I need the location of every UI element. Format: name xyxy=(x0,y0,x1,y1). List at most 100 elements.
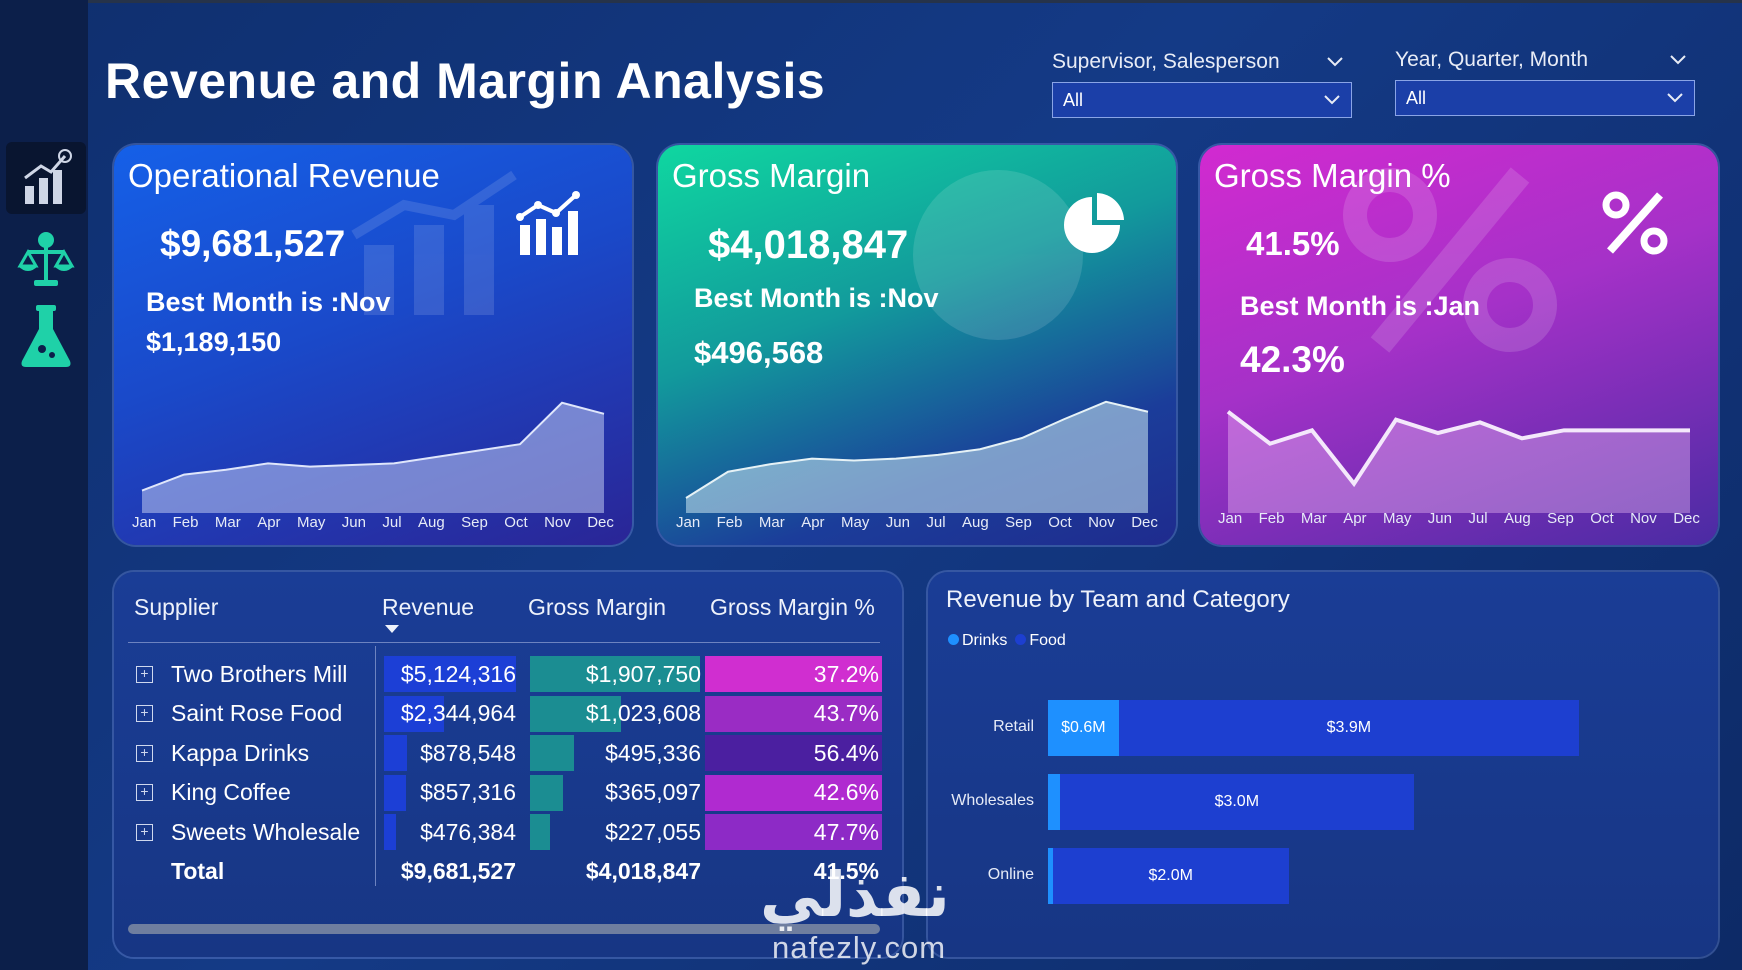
month-label: Jan xyxy=(132,514,157,531)
data-point-may[interactable] xyxy=(1390,414,1402,426)
data-point-apr[interactable] xyxy=(1348,478,1360,490)
bar-drinks-online[interactable] xyxy=(1048,848,1053,904)
data-point-mar[interactable] xyxy=(764,458,776,470)
data-point-feb[interactable] xyxy=(722,466,734,478)
data-point-apr[interactable] xyxy=(806,453,818,465)
bar-food-wholesales[interactable]: $3.0M xyxy=(1059,774,1414,830)
data-point-aug[interactable] xyxy=(1516,432,1528,444)
col-header-supplier[interactable]: Supplier xyxy=(134,594,219,620)
data-point-jan[interactable] xyxy=(1222,406,1234,418)
bg-percent-icon xyxy=(1343,167,1557,353)
slicer-date[interactable]: Year, Quarter, Month All xyxy=(1395,40,1695,116)
table-row[interactable]: + Saint Rose Food $2,344,964 $1,023,608 43.7… xyxy=(114,695,902,734)
cell-revenue: $878,548 xyxy=(420,739,516,766)
data-point-mar[interactable] xyxy=(220,464,232,476)
month-label: Dec xyxy=(1131,514,1158,531)
month-label: Aug xyxy=(962,514,989,531)
data-point-dec[interactable] xyxy=(1684,424,1696,436)
table-row[interactable]: + King Coffee $857,316 $365,097 42.6% xyxy=(114,774,902,813)
col-header-revenue[interactable]: Revenue xyxy=(382,594,475,620)
margin-sparkline[interactable] xyxy=(658,385,1176,545)
data-point-dec[interactable] xyxy=(598,408,610,420)
sparkline-line xyxy=(141,401,605,492)
slicer-supervisor-header[interactable]: Supervisor, Salesperson xyxy=(1052,42,1352,82)
col-header-gross-margin[interactable]: Gross Margin xyxy=(528,594,667,620)
margin-pct-sparkline[interactable] xyxy=(1200,385,1718,545)
data-point-jan[interactable] xyxy=(136,485,148,497)
data-point-may[interactable] xyxy=(848,455,860,467)
bar-food-retail[interactable]: $3.9M xyxy=(1118,700,1579,756)
data-point-nov[interactable] xyxy=(1100,396,1112,408)
sidebar xyxy=(0,0,88,970)
col-header-gross-margin-pct[interactable]: Gross Margin % xyxy=(710,594,875,620)
legend-item-food[interactable]: Food xyxy=(1015,632,1066,650)
data-point-nov[interactable] xyxy=(1642,424,1654,436)
data-point-aug[interactable] xyxy=(430,451,442,463)
data-point-sep[interactable] xyxy=(1558,424,1570,436)
card-revenue-title: Operational Revenue xyxy=(128,157,440,194)
data-point-jan[interactable] xyxy=(680,492,692,504)
data-point-jun[interactable] xyxy=(1432,427,1444,439)
watermark-url: nafezly.com xyxy=(772,930,947,965)
data-point-jul[interactable] xyxy=(1474,416,1486,428)
expand-icon[interactable]: + xyxy=(136,735,153,771)
card-margin-best-label: Best Month is :Nov xyxy=(694,283,939,313)
data-point-jun[interactable] xyxy=(890,453,902,465)
bar-drinks-wholesales[interactable] xyxy=(1048,774,1060,830)
data-point-feb[interactable] xyxy=(1264,438,1276,450)
slicer-supervisor-dropdown[interactable]: All xyxy=(1052,82,1352,118)
sidebar-item-lab[interactable] xyxy=(6,300,86,372)
cell-gross-margin-pct: 47.7% xyxy=(813,818,879,845)
month-label: Sep xyxy=(1547,510,1574,527)
revenue-databar xyxy=(384,735,407,771)
month-label: Mar xyxy=(758,514,785,531)
team-label: Online xyxy=(987,866,1034,883)
month-label: Apr xyxy=(257,514,281,531)
data-point-nov[interactable] xyxy=(556,397,568,409)
data-point-jul[interactable] xyxy=(388,457,400,469)
table-row[interactable]: + Two Brothers Mill $5,124,316 $1,907,750 37… xyxy=(114,656,902,694)
slicer-supervisor-label: Supervisor, Salesperson xyxy=(1052,50,1280,73)
sidebar-item-balance[interactable] xyxy=(6,224,86,296)
month-axis: Jan Feb Mar Apr May Jun Jul Aug Sep Oct Nov Dec xyxy=(676,514,1158,531)
data-point-jun[interactable] xyxy=(346,459,358,471)
horizontal-scrollbar[interactable] xyxy=(128,924,880,934)
sort-desc-icon[interactable] xyxy=(384,624,400,634)
data-point-oct[interactable] xyxy=(514,438,526,450)
data-point-may[interactable] xyxy=(304,461,316,473)
data-point-sep[interactable] xyxy=(472,445,484,457)
chevron-down-icon[interactable] xyxy=(1669,48,1687,72)
expand-icon[interactable]: + xyxy=(136,814,153,850)
expand-icon[interactable]: + xyxy=(136,696,153,732)
data-point-oct[interactable] xyxy=(1058,413,1070,425)
cell-revenue: $476,384 xyxy=(420,818,516,845)
expand-icon[interactable]: + xyxy=(136,656,153,692)
data-point-mar[interactable] xyxy=(1306,424,1318,436)
bar-drinks-retail[interactable]: $0.6M xyxy=(1048,700,1119,756)
month-label: Dec xyxy=(587,514,614,531)
month-label: Nov xyxy=(544,514,571,531)
slicer-supervisor-value: All xyxy=(1063,89,1084,110)
table-row[interactable]: + Kappa Drinks $878,548 $495,336 56.4% xyxy=(114,735,902,773)
data-point-sep[interactable] xyxy=(1016,432,1028,444)
revenue-sparkline[interactable] xyxy=(114,385,632,545)
table-total-row: Total $9,681,527 $4,018,847 41.5% xyxy=(114,854,902,892)
slicer-date-dropdown[interactable]: All xyxy=(1395,80,1695,116)
table-row[interactable]: + Sweets Wholesale $476,384 $227,055 47.7% xyxy=(114,814,902,852)
expand-icon[interactable]: + xyxy=(136,775,153,811)
data-point-dec[interactable] xyxy=(1142,406,1154,418)
data-point-oct[interactable] xyxy=(1600,424,1612,436)
slicer-date-header[interactable]: Year, Quarter, Month xyxy=(1395,40,1695,80)
bar-food-online[interactable]: $2.0M xyxy=(1052,848,1289,904)
month-label: Sep xyxy=(1005,514,1032,531)
data-point-jul[interactable] xyxy=(932,449,944,461)
sidebar-item-revenue[interactable] xyxy=(6,142,86,214)
chevron-down-icon[interactable] xyxy=(1326,50,1344,74)
data-point-apr[interactable] xyxy=(262,457,274,469)
data-point-aug[interactable] xyxy=(974,443,986,455)
slicer-supervisor[interactable]: Supervisor, Salesperson All xyxy=(1052,42,1352,118)
bar-chart-icon xyxy=(516,191,580,255)
cell-gross-margin: $365,097 xyxy=(605,779,701,805)
legend-item-drinks[interactable]: Drinks xyxy=(948,632,1007,650)
data-point-feb[interactable] xyxy=(178,469,190,481)
